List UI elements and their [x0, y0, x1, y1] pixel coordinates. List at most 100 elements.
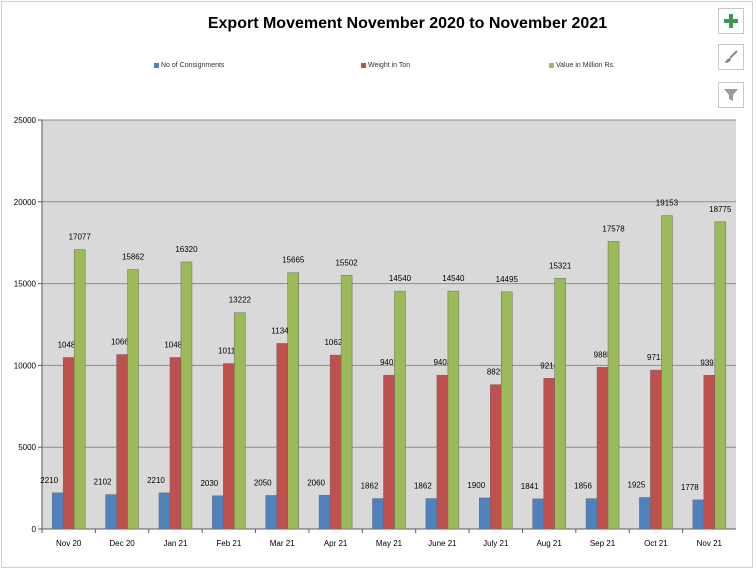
- data-label: 9712: [647, 353, 665, 362]
- x-tick-label: Apr 21: [324, 539, 348, 548]
- bar-weight-in-ton: [62, 357, 75, 530]
- bar-value-in-million-rs: [340, 275, 353, 530]
- bar-no-of-consignments: [372, 498, 384, 530]
- data-label: 14540: [389, 274, 412, 283]
- x-tick-label: June 21: [428, 539, 457, 548]
- brush-icon: [725, 50, 738, 63]
- data-label: 16320: [175, 245, 198, 254]
- data-label: 15862: [122, 252, 145, 261]
- bar-no-of-consignments: [105, 494, 117, 530]
- plus-icon: [724, 14, 738, 28]
- x-tick-label: Nov 21: [697, 539, 723, 548]
- data-label: 9403: [380, 358, 398, 367]
- data-label: 2210: [147, 476, 165, 485]
- data-label: 2102: [94, 478, 112, 487]
- bar-value-in-million-rs: [554, 278, 566, 530]
- data-label: 19153: [656, 199, 679, 208]
- y-tick-label: 15000: [14, 280, 37, 289]
- data-label: 1862: [361, 482, 379, 491]
- bar-weight-in-ton: [329, 354, 342, 530]
- data-label: 17077: [69, 233, 92, 242]
- bar-weight-in-ton: [650, 369, 662, 530]
- data-label: 10484: [58, 340, 81, 349]
- legend-label-weight: Weight in Ton: [368, 62, 411, 69]
- data-label: 2210: [40, 476, 58, 485]
- x-tick-label: Sep 21: [590, 539, 616, 548]
- bar-no-of-consignments: [265, 495, 277, 530]
- bar-weight-in-ton: [490, 384, 502, 530]
- chart-legend: No of Consignments Weight in Ton Value i…: [0, 62, 752, 72]
- data-label: 1778: [681, 483, 699, 492]
- chart-filters-button[interactable]: [718, 82, 744, 108]
- bar-no-of-consignments: [212, 495, 224, 530]
- bar-weight-in-ton: [383, 374, 395, 530]
- x-tick-label: July 21: [483, 539, 509, 548]
- legend-swatch-value: [549, 63, 554, 68]
- data-label: 14495: [496, 275, 519, 284]
- bar-value-in-million-rs: [607, 241, 620, 530]
- bar-weight-in-ton: [223, 363, 235, 530]
- x-tick-label: Oct 21: [644, 539, 668, 548]
- bar-no-of-consignments: [158, 492, 171, 530]
- data-label: 10629: [324, 338, 347, 347]
- data-label: 14540: [442, 274, 465, 283]
- data-label: 1856: [574, 482, 592, 491]
- data-label: 15665: [282, 256, 305, 265]
- bar-no-of-consignments: [532, 498, 544, 530]
- bar-weight-in-ton: [169, 357, 182, 530]
- bar-no-of-consignments: [639, 497, 651, 530]
- data-label: 10665: [111, 338, 134, 347]
- y-tick-label: 10000: [14, 361, 37, 370]
- x-tick-label: Aug 21: [536, 539, 562, 548]
- chart-title: Export Movement November 2020 to Novembe…: [207, 15, 608, 32]
- data-label: 8825: [487, 368, 505, 377]
- y-tick-label: 5000: [18, 443, 36, 452]
- data-label: 9403: [433, 358, 451, 367]
- bar-no-of-consignments: [425, 498, 438, 530]
- bar-no-of-consignments: [51, 492, 64, 530]
- bar-weight-in-ton: [116, 354, 128, 530]
- bar-weight-in-ton: [596, 367, 609, 530]
- legend-label-consignments: No of Consignments: [161, 62, 225, 69]
- data-label: 2050: [254, 478, 272, 487]
- bar-value-in-million-rs: [234, 312, 246, 530]
- legend-label-value: Value in Million Rs.: [556, 62, 616, 69]
- bar-value-in-million-rs: [394, 290, 406, 530]
- y-tick-label: 25000: [14, 116, 37, 125]
- legend-item-consignments: No of Consignments: [154, 62, 224, 69]
- x-tick-label: Feb 21: [216, 539, 241, 548]
- y-tick-label: 20000: [14, 198, 37, 207]
- data-label: 9214: [540, 361, 558, 370]
- legend-item-value: Value in Million Rs.: [549, 62, 615, 69]
- legend-swatch-weight: [361, 63, 366, 68]
- bar-value-in-million-rs: [447, 290, 460, 530]
- bar-value-in-million-rs: [714, 221, 727, 530]
- bar-weight-in-ton: [436, 374, 449, 530]
- bar-value-in-million-rs: [127, 269, 139, 530]
- data-label: 9885: [594, 350, 612, 359]
- add-chart-element-button[interactable]: [718, 8, 744, 34]
- bar-value-in-million-rs: [287, 272, 299, 530]
- bar-value-in-million-rs: [501, 291, 513, 530]
- data-label: 11342: [271, 326, 293, 335]
- x-tick-label: Nov 20: [56, 539, 82, 548]
- bar-weight-in-ton: [276, 343, 288, 530]
- data-label: 9397: [700, 358, 718, 367]
- data-label: 18775: [709, 205, 732, 214]
- data-label: 13222: [229, 296, 252, 305]
- filter-icon: [724, 89, 738, 101]
- x-tick-label: May 21: [376, 539, 403, 548]
- data-label: 1925: [628, 481, 646, 490]
- bar-no-of-consignments: [318, 495, 331, 530]
- bar-no-of-consignments: [585, 498, 598, 530]
- bar-weight-in-ton: [543, 378, 555, 530]
- data-label: 1900: [467, 481, 485, 490]
- bar-no-of-consignments: [479, 497, 491, 530]
- data-label: 15321: [549, 261, 572, 270]
- chart-styles-button[interactable]: [718, 44, 744, 70]
- x-tick-label: Dec 20: [109, 539, 135, 548]
- data-label: 2030: [200, 479, 218, 488]
- data-label: 17578: [602, 224, 625, 233]
- data-label: 10484: [164, 340, 187, 349]
